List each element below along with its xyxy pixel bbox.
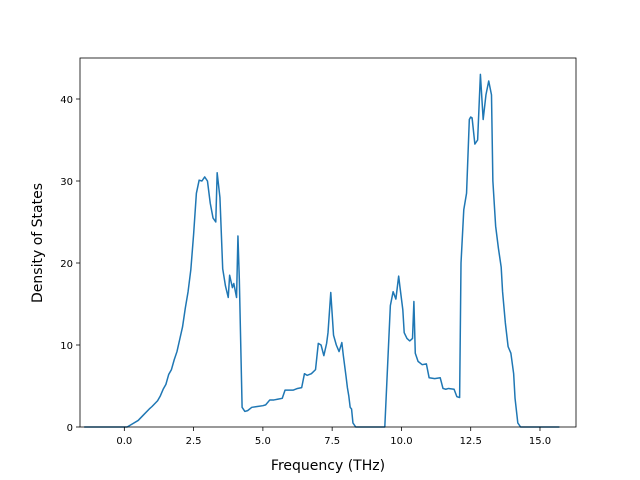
y-tick-label: 10 [60, 341, 73, 352]
axes-frame [79, 57, 577, 428]
series-line-1 [84, 73, 560, 428]
y-tick-label: 30 [60, 177, 73, 188]
x-tick-label: 7.5 [324, 436, 340, 447]
y-tick-label: 20 [60, 259, 73, 270]
y-axis-label: Density of States [30, 183, 46, 303]
x-axis-label: Frequency (THz) [271, 458, 385, 474]
x-tick-label: 0.0 [116, 436, 132, 447]
y-tick-label: 0 [67, 423, 73, 434]
x-tick-label: 5.0 [255, 436, 271, 447]
y-tick-label: 40 [60, 95, 73, 106]
x-tick-label: 2.5 [186, 436, 202, 447]
x-tick-label: 12.5 [460, 436, 482, 447]
x-tick-label: 15.0 [529, 436, 551, 447]
axis-ticks: 0.0 2.5 5.0 7.5 10.0 12.5 15.0 0 10 20 30 40 [60, 95, 551, 447]
x-tick-label: 10.0 [390, 436, 412, 447]
plot-area [79, 57, 577, 428]
